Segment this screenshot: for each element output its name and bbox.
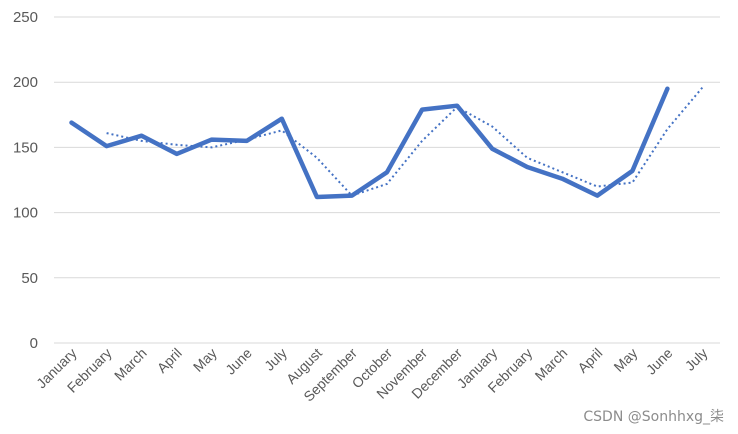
x-tick-label: May <box>610 345 640 375</box>
x-tick-label: June <box>643 345 676 378</box>
y-tick-label: 50 <box>21 270 38 287</box>
y-axis-tick-labels: 0 50 100 150 200 250 <box>13 9 38 352</box>
trendline-series <box>106 86 704 197</box>
x-tick-label: July <box>261 345 290 374</box>
watermark: CSDN @Sonhhxg_柒 <box>583 409 724 425</box>
y-tick-label: 250 <box>13 9 38 26</box>
x-tick-label: April <box>154 345 185 376</box>
x-tick-label: March <box>111 345 150 384</box>
x-tick-label: June <box>222 345 255 378</box>
x-tick-label: July <box>682 345 711 374</box>
x-tick-label: March <box>532 345 571 384</box>
data-series-line <box>69 86 670 200</box>
x-tick-label: May <box>190 345 220 375</box>
y-tick-label: 200 <box>13 74 38 91</box>
y-tick-label: 100 <box>13 205 38 222</box>
series-lines <box>69 86 704 200</box>
x-tick-label: April <box>574 345 605 376</box>
y-tick-label: 150 <box>13 139 38 156</box>
y-tick-label: 0 <box>30 335 38 352</box>
